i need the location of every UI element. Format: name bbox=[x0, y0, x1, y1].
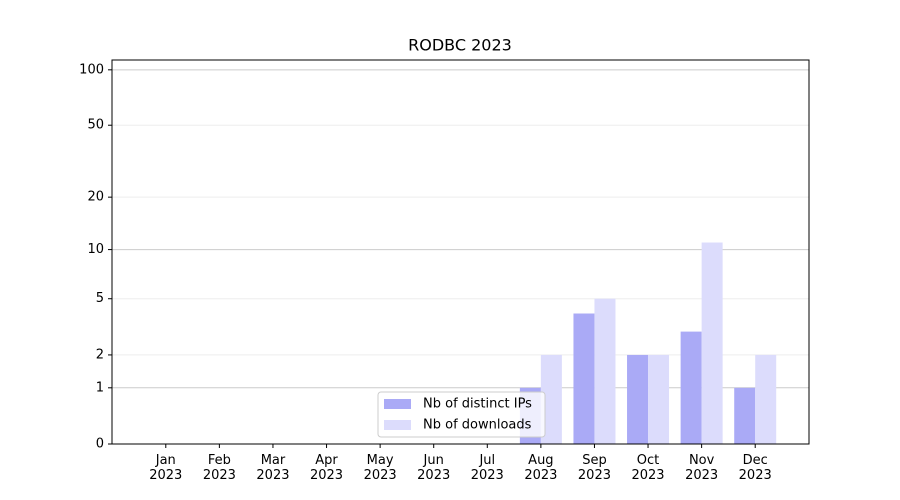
y-tick-label: 20 bbox=[87, 190, 104, 205]
x-tick-label: May 2023 bbox=[363, 453, 397, 483]
x-tick-label: Sep 2023 bbox=[577, 453, 611, 483]
y-tick-label: 0 bbox=[96, 437, 104, 452]
x-tick-label: Nov 2023 bbox=[685, 453, 719, 483]
bar bbox=[680, 331, 702, 444]
x-tick-label: Jan 2023 bbox=[149, 453, 183, 483]
bar bbox=[701, 242, 723, 444]
x-tick-label: Feb 2023 bbox=[202, 453, 236, 483]
legend-label: Nb of downloads bbox=[423, 418, 532, 433]
x-tick-label: Mar 2023 bbox=[256, 453, 290, 483]
legend: Nb of distinct IPs Nb of downloads bbox=[377, 391, 546, 438]
bar bbox=[594, 298, 616, 444]
x-tick-label: Aug 2023 bbox=[524, 453, 558, 483]
bar bbox=[734, 387, 756, 444]
legend-box bbox=[377, 391, 546, 438]
bar bbox=[627, 354, 649, 444]
x-tick-label: Jul 2023 bbox=[470, 453, 504, 483]
x-tick-label: Jun 2023 bbox=[417, 453, 451, 483]
legend-label: Nb of distinct IPs bbox=[423, 397, 532, 412]
y-tick-label: 10 bbox=[87, 242, 104, 257]
bar bbox=[573, 313, 595, 444]
x-tick-label: Oct 2023 bbox=[631, 453, 665, 483]
legend-swatch bbox=[384, 420, 411, 430]
x-tick-label: Apr 2023 bbox=[309, 453, 344, 483]
bar bbox=[648, 354, 670, 444]
y-tick-label: 100 bbox=[79, 62, 104, 77]
x-tick-label: Dec 2023 bbox=[738, 453, 772, 483]
y-tick-label: 50 bbox=[87, 118, 104, 133]
plot-frame bbox=[111, 59, 810, 445]
bar bbox=[540, 354, 562, 444]
legend-swatch bbox=[384, 399, 411, 409]
chart-title: RODBC 2023 bbox=[408, 36, 512, 55]
y-tick-label: 1 bbox=[96, 380, 104, 395]
y-tick-label: 2 bbox=[96, 347, 104, 362]
y-tick-label: 5 bbox=[96, 291, 104, 306]
bar bbox=[755, 354, 777, 444]
